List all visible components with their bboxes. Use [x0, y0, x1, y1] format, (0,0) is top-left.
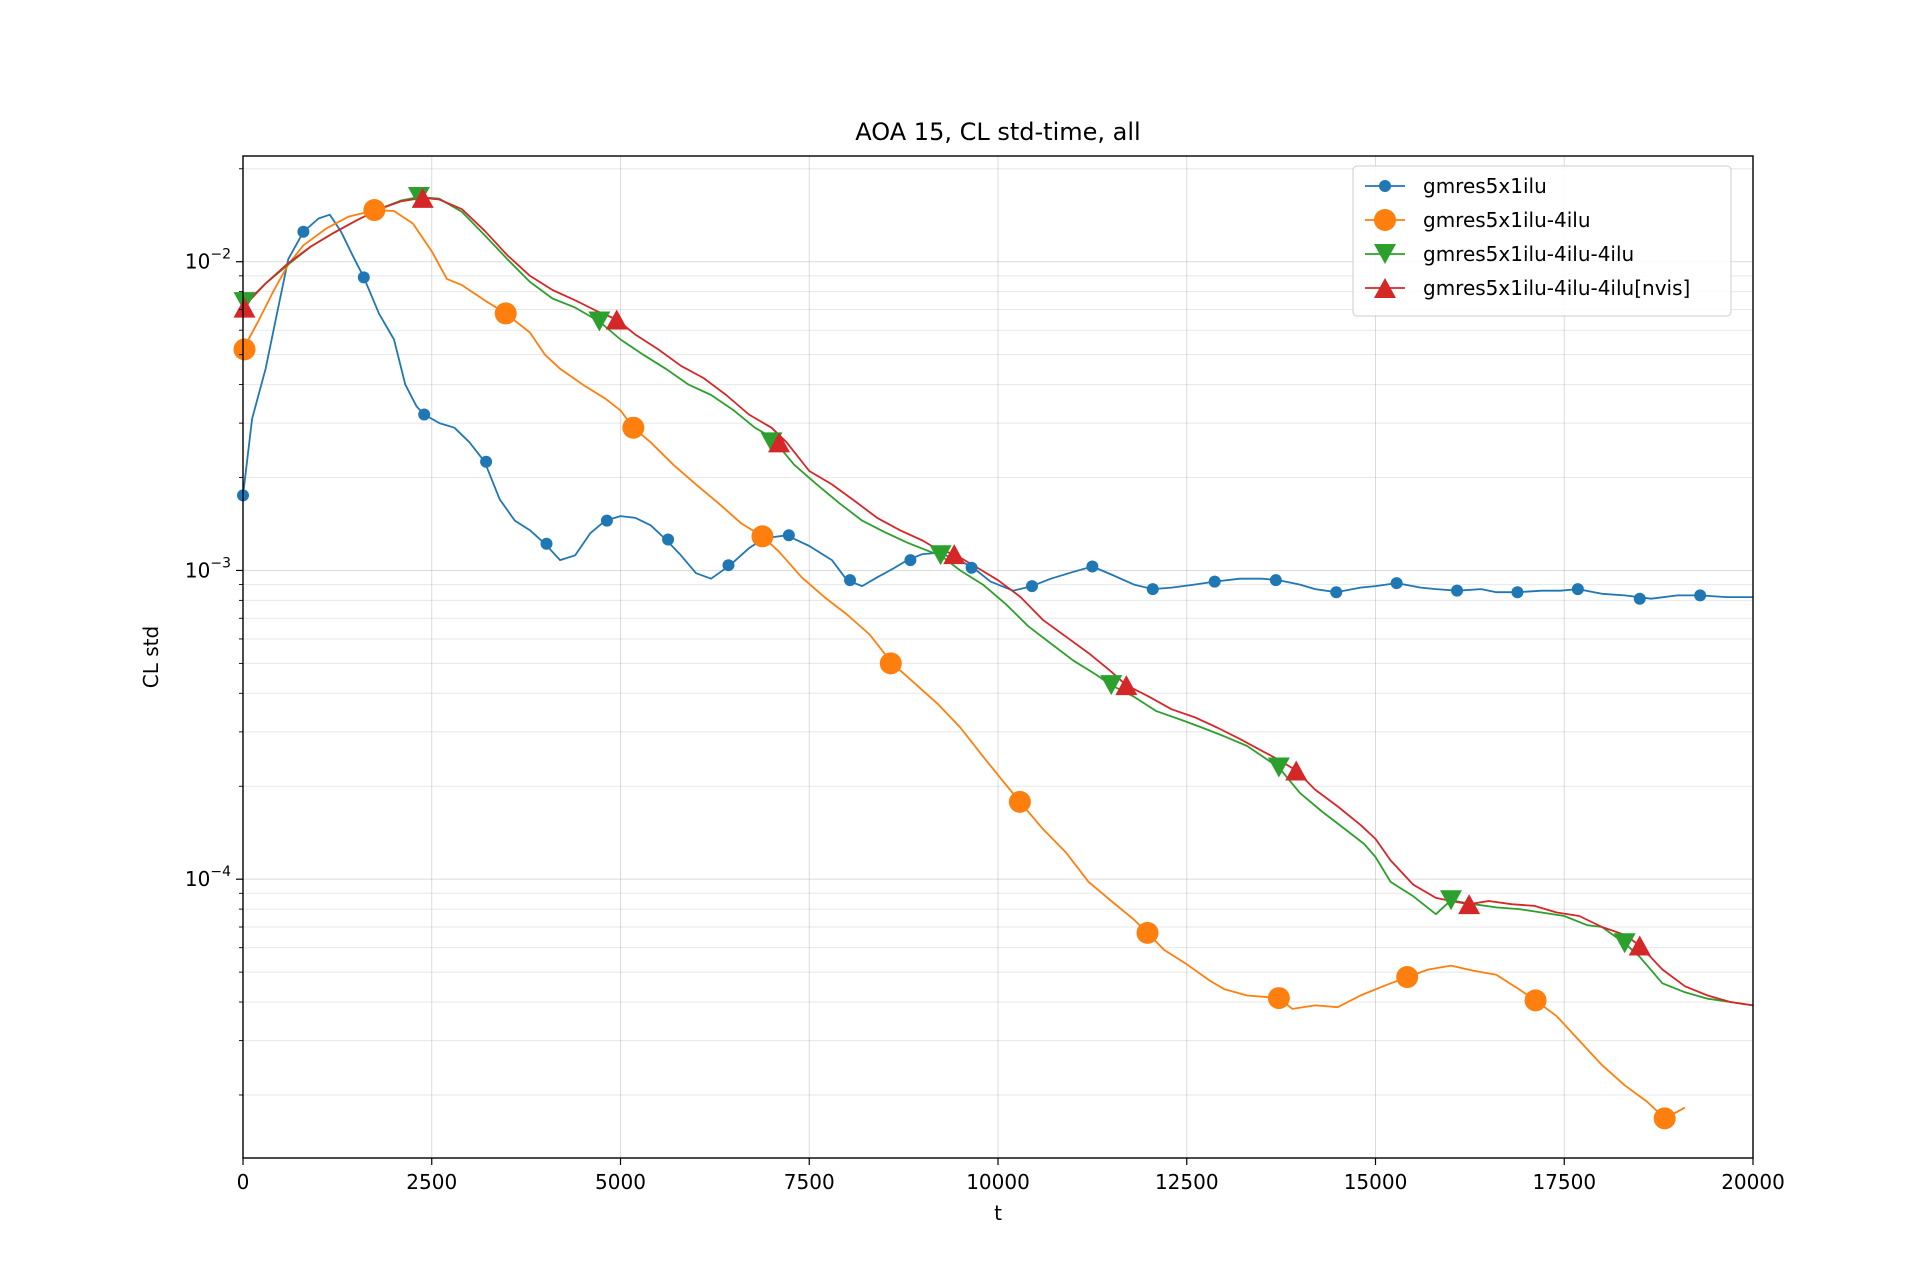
data-point: [1025, 580, 1038, 593]
data-point: [1285, 760, 1308, 781]
series-line-1: [242, 209, 1686, 1120]
legend-label: gmres5x1ilu-4ilu-4ilu: [1423, 242, 1634, 266]
axes: 0 2500 5000 7500 10000 12500 15000 17500 20000 10…: [185, 168, 1785, 1194]
legend-marker: [1374, 278, 1396, 298]
x-tick-label: 0: [237, 1170, 250, 1194]
data-point: [1267, 757, 1290, 778]
data-point: [1628, 935, 1651, 956]
data-point: [1086, 560, 1099, 573]
data-point: [540, 537, 553, 550]
data-point: [1653, 1107, 1676, 1130]
series-line-2: [242, 196, 1754, 1007]
data-point: [1396, 966, 1419, 989]
data-point: [480, 455, 493, 468]
chart-title: AOA 15, CL std-time, all: [855, 118, 1140, 146]
data-point: [233, 297, 256, 318]
legend-label: gmres5x1ilu-4ilu-4ilu[nvis]: [1423, 276, 1690, 300]
x-tick-label: 5000: [595, 1170, 646, 1194]
data-point: [297, 225, 310, 238]
data-point: [1390, 577, 1403, 590]
legend-box: [1352, 165, 1732, 317]
data-point: [418, 408, 431, 421]
y-tick-label: 10−3: [185, 555, 231, 582]
data-point: [1571, 583, 1584, 596]
data-point: [929, 545, 952, 566]
data-point: [844, 574, 857, 587]
y-axis-label: CL std: [139, 626, 163, 688]
data-point: [879, 652, 902, 675]
legend-label: gmres5x1ilu-4ilu: [1423, 208, 1591, 232]
data-point: [600, 514, 613, 527]
data-point: [1008, 790, 1031, 813]
data-point: [1511, 586, 1524, 599]
legend-marker: [1374, 209, 1396, 231]
data-point: [943, 544, 966, 565]
data-point: [357, 271, 370, 284]
data-point: [411, 187, 434, 208]
data-point: [1524, 989, 1547, 1012]
series-line-0: [242, 213, 1753, 600]
series-markers: [233, 187, 1707, 1130]
data-point: [233, 338, 256, 361]
legend-marker: [1374, 244, 1396, 264]
x-tick-label: 2500: [406, 1170, 457, 1194]
data-point: [768, 432, 791, 453]
data-point: [904, 554, 917, 567]
data-point: [605, 309, 628, 330]
data-point: [1100, 675, 1123, 696]
series-lines: [242, 196, 1754, 1120]
data-point: [1694, 589, 1707, 602]
data-point: [1633, 592, 1646, 605]
data-point: [588, 311, 611, 332]
x-tick-label: 20000: [1721, 1170, 1785, 1194]
y-tick-label: 10−4: [185, 864, 231, 891]
data-point: [751, 525, 774, 548]
data-point: [1269, 574, 1282, 587]
data-point: [1115, 675, 1138, 696]
data-point: [1451, 584, 1464, 597]
series-line-3: [242, 196, 1754, 1007]
x-tick-label: 15000: [1344, 1170, 1408, 1194]
data-point: [1136, 921, 1159, 944]
data-point: [722, 559, 735, 572]
data-point: [622, 416, 645, 439]
x-tick-label: 12500: [1155, 1170, 1219, 1194]
legend: gmres5x1ilu gmres5x1ilu-4ilu gmres5x1ilu-4…: [1352, 165, 1732, 317]
x-axis-label: t: [994, 1201, 1002, 1225]
data-point: [1330, 586, 1343, 599]
x-tick-label: 17500: [1532, 1170, 1596, 1194]
data-point: [1458, 894, 1481, 915]
y-tick-label: 10−2: [185, 247, 231, 274]
data-point: [1146, 583, 1159, 596]
data-point: [782, 529, 795, 542]
data-point: [1267, 987, 1290, 1010]
data-point: [1208, 575, 1221, 588]
data-point: [1440, 890, 1462, 911]
data-point: [662, 533, 675, 546]
x-tick-label: 7500: [784, 1170, 835, 1194]
data-point: [1613, 933, 1636, 954]
legend-label: gmres5x1ilu: [1423, 174, 1547, 198]
data-point: [363, 199, 386, 222]
data-point: [494, 302, 517, 325]
legend-marker: [1379, 180, 1391, 192]
x-tick-label: 10000: [966, 1170, 1030, 1194]
data-point: [965, 561, 978, 574]
